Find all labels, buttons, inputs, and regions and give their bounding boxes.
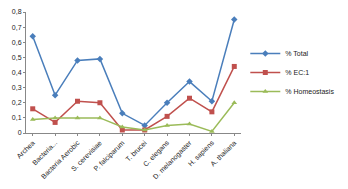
svg-text:0,4: 0,4 <box>12 69 22 76</box>
svg-text:% Homeostasis: % Homeostasis <box>285 88 334 95</box>
svg-text:D. melanogaster: D. melanogaster <box>151 139 193 181</box>
svg-text:C. elegans: C. elegans <box>142 139 172 169</box>
svg-text:P. falciparum: P. falciparum <box>92 139 126 173</box>
svg-text:Bacteria...: Bacteria... <box>31 139 58 166</box>
svg-text:0: 0 <box>18 129 22 136</box>
svg-text:T. brucei: T. brucei <box>124 139 148 163</box>
svg-text:H. sapiens: H. sapiens <box>187 139 216 168</box>
svg-text:% Total: % Total <box>285 50 308 57</box>
svg-text:0,1: 0,1 <box>12 114 22 121</box>
svg-text:0,8: 0,8 <box>12 8 22 15</box>
svg-text:0,5: 0,5 <box>12 54 22 61</box>
svg-text:% EC:1: % EC:1 <box>285 69 309 76</box>
svg-text:A. thaliana: A. thaliana <box>209 139 237 167</box>
svg-text:0,7: 0,7 <box>12 24 22 31</box>
svg-text:Archea: Archea <box>15 139 36 160</box>
svg-text:0,6: 0,6 <box>12 39 22 46</box>
svg-text:Bacteria Aerobic: Bacteria Aerobic <box>40 139 81 180</box>
svg-text:0,2: 0,2 <box>12 99 22 106</box>
svg-text:S. cerevisiae: S. cerevisiae <box>70 139 103 172</box>
svg-text:0,3: 0,3 <box>12 84 22 91</box>
